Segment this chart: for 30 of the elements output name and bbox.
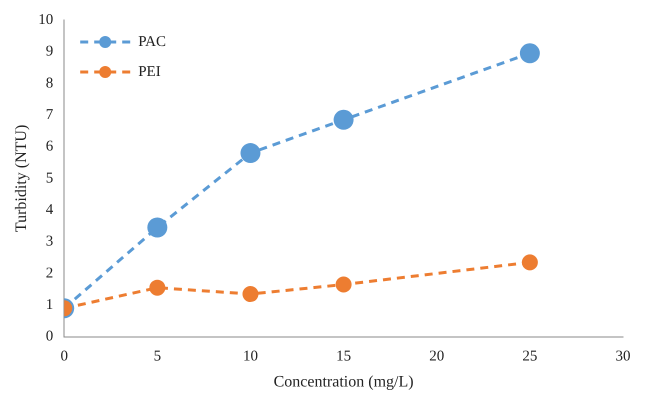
point: [520, 43, 540, 64]
y-tick-label: 6: [46, 138, 54, 155]
y-tick-label: 8: [46, 75, 54, 92]
y-axis-title: Turbidity (NTU): [12, 124, 30, 232]
legend-label: PAC: [138, 34, 166, 50]
x-tick-label: 30: [616, 348, 630, 365]
x-tick-label: 20: [429, 348, 444, 365]
point: [522, 254, 538, 270]
x-tick-label: 10: [242, 348, 258, 365]
point: [336, 276, 352, 293]
x-tick-label: 25: [522, 348, 538, 365]
y-tick-label: 4: [46, 202, 54, 218]
y-tick-label: 3: [46, 234, 54, 250]
y-tick-label: 9: [46, 44, 54, 60]
point: [147, 218, 168, 238]
point: [240, 143, 260, 164]
point: [334, 110, 354, 130]
y-tick-label: 10: [38, 12, 54, 28]
x-tick-label: 5: [154, 348, 162, 365]
y-tick-label: 2: [46, 265, 54, 282]
y-tick-label: 7: [46, 106, 54, 123]
y-tick-label: 5: [46, 170, 54, 186]
legend-label: PEI: [138, 64, 161, 80]
x-axis-title: Concentration (mg/L): [274, 374, 414, 391]
y-tick-label: 0: [46, 328, 54, 345]
x-tick-label: 15: [336, 348, 352, 365]
y-tick-label: 1: [46, 297, 54, 314]
x-tick-label: 0: [60, 348, 68, 365]
point: [149, 280, 166, 296]
point: [242, 286, 258, 302]
